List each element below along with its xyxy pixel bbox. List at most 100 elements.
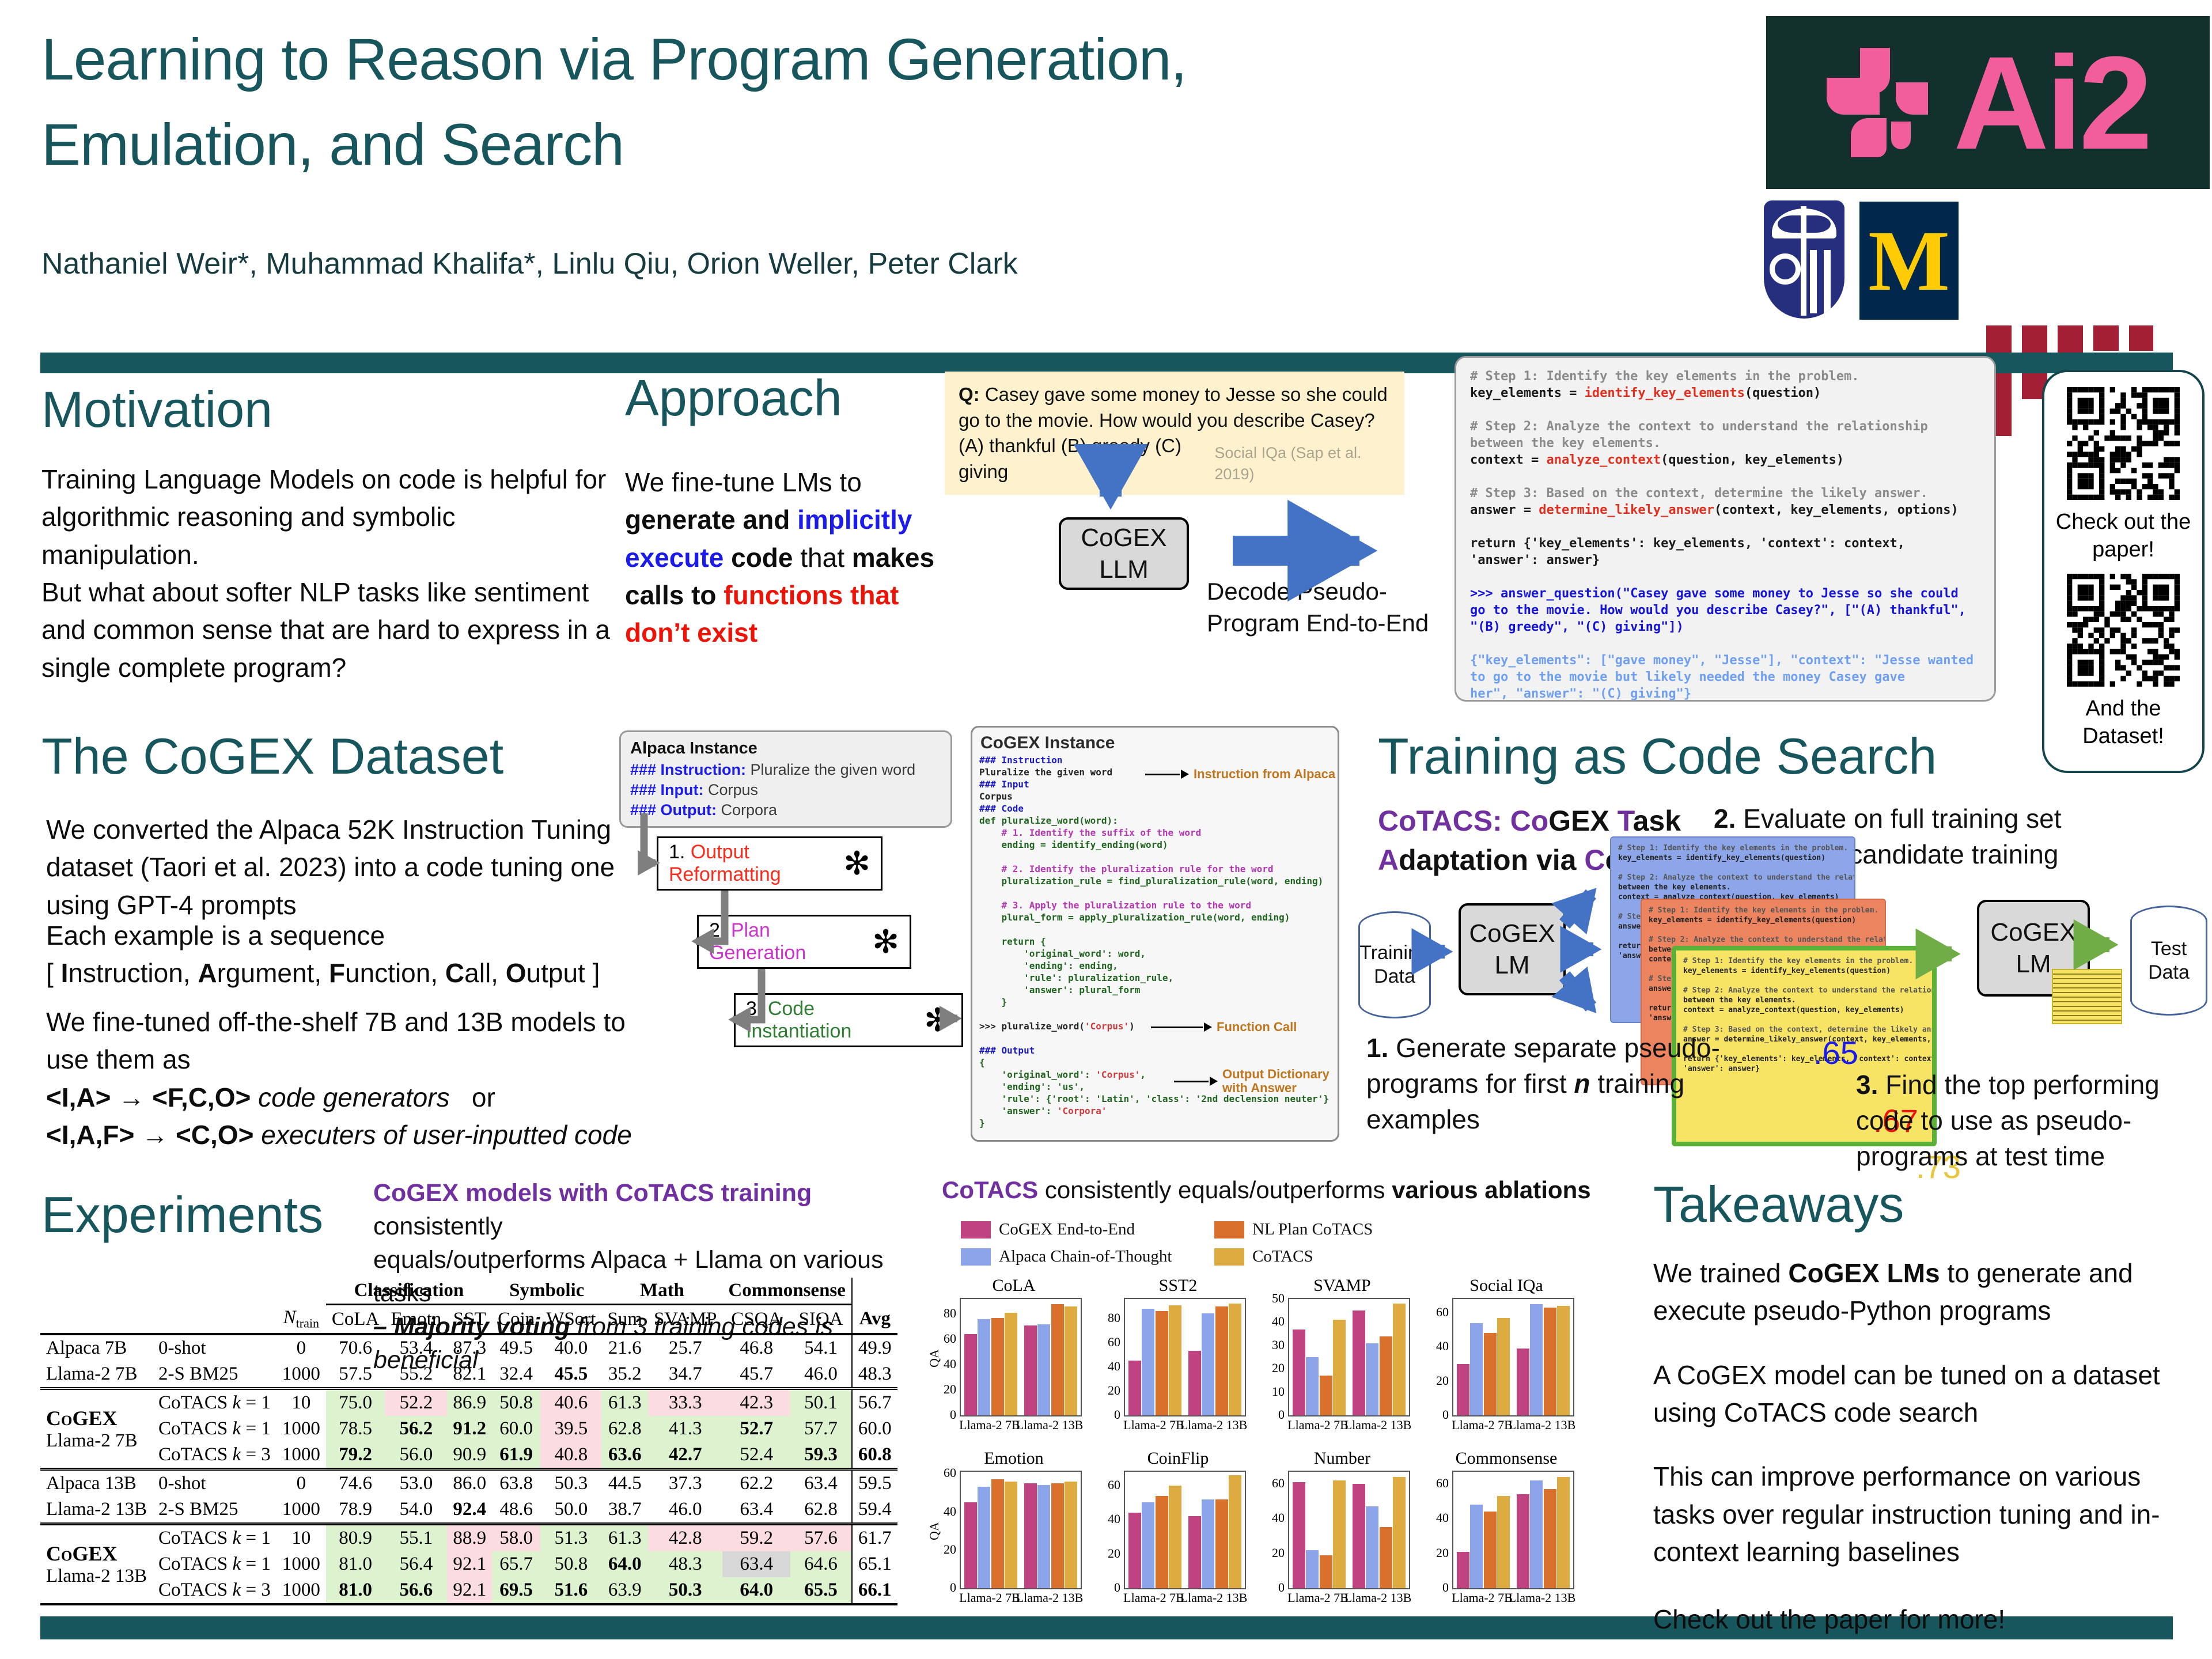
table-value-cell: 81.0	[325, 1551, 385, 1578]
code-line: return {'key_elements': key_elements, 'c…	[1470, 535, 1980, 552]
table-value-cell: 46.0	[668, 1499, 702, 1520]
code-segment: ### Input	[979, 779, 1029, 790]
table-value-cell: 56.0	[385, 1442, 448, 1469]
table-ntrain-cell: 1000	[282, 1418, 320, 1440]
text-segment: O	[505, 958, 527, 988]
bar-Llama-2-13B-3	[1393, 1304, 1406, 1415]
text-segment: 3.	[1856, 1070, 1886, 1100]
chart-ytick: 80	[944, 1306, 956, 1321]
pipeline-step-name: Code Instantiation	[746, 998, 852, 1042]
chart-sst2: SST2 0 20 40 60 80 Llama-2 7B Llama-2 13B	[1092, 1276, 1248, 1444]
text-segment: ask	[1633, 805, 1681, 837]
table-value-cell: 39.5	[540, 1416, 602, 1442]
bar-Llama-2-7B-3	[1169, 1486, 1182, 1588]
model-name: CoGEX	[46, 1407, 118, 1430]
motivation-heading: Motivation	[41, 381, 273, 438]
chart-ytick: 80	[1108, 1310, 1120, 1325]
takeaways-p3: This can improve performance on various …	[1653, 1458, 2195, 1571]
text-segment: CoGEX LMs	[1788, 1258, 1940, 1288]
chart-xlabel: Llama-2 7B	[959, 1418, 1020, 1432]
code-segment: 'answer': answer}	[1470, 553, 1600, 567]
code-line: to go to the movie but likely needed the…	[1470, 669, 1980, 685]
model-sub: Llama-2 13B	[46, 1566, 147, 1587]
table-value-cell: 33.3	[647, 1388, 723, 1416]
table-col-header: Coin	[492, 1304, 541, 1335]
code-segment: to go to the movie but likely needed the…	[1470, 670, 1905, 684]
code-segment: ### Output	[979, 1045, 1035, 1056]
text-segment: T	[1617, 805, 1633, 837]
code-segment: (question)	[1744, 386, 1821, 400]
bar-Llama-2-13B-0	[1188, 1516, 1201, 1588]
pipeline-step-name: Output Reformatting	[669, 841, 781, 885]
code-segment: go to the movie. How would you describe …	[1470, 603, 1966, 618]
poster-title-line1: Learning to Reason via Program Generatio…	[41, 26, 1187, 92]
table-value-cell: 64.0	[722, 1577, 791, 1605]
code-line	[1470, 518, 1980, 535]
table-value-cell: 88.9	[447, 1524, 493, 1552]
dataset-seq-intro: Each example is a sequence	[46, 921, 385, 950]
dataset-seq-line: [ Instruction, Argument, Function, Call,…	[46, 955, 622, 992]
approach-body: We fine-tune LMs to generate and implici…	[625, 464, 948, 652]
question-source: Social IQa (Sap et al. 2019)	[1214, 444, 1362, 483]
chart-xlabel: Llama-2 7B	[1452, 1418, 1513, 1432]
table-value-cell: 92.1	[447, 1551, 493, 1578]
takeaways-heading: Takeaways	[1653, 1176, 1904, 1233]
table-value-cell: 57.7	[790, 1416, 852, 1442]
table-avg-cell: 60.8	[851, 1442, 897, 1469]
dataset-p1: We converted the Alpaca 52K Instruction …	[46, 815, 615, 920]
bar-Llama-2-7B-3	[1497, 1496, 1510, 1588]
code-segment: return {'key_elements': key_elements, 'c…	[1470, 536, 1905, 551]
michigan-logo: M	[1859, 202, 1959, 320]
bar-Llama-2-13B-2	[1215, 1499, 1228, 1588]
text-segment: CoTACS	[158, 1418, 233, 1440]
legend-swatch	[1214, 1248, 1244, 1266]
table-value-cell: 55.2	[399, 1363, 433, 1385]
chart-xlabel: Llama-2 13B	[1508, 1418, 1576, 1432]
text-segment: executers of user-inputted code	[253, 1119, 632, 1150]
card-code-line	[1618, 863, 1847, 873]
text-segment: code generators	[251, 1082, 450, 1112]
legend-label: NL Plan CoTACS	[1252, 1220, 1373, 1238]
card-code-line: # Step 2: Analyze the context to underst…	[1683, 986, 1937, 995]
bar-Llama-2-7B-3	[1333, 1480, 1346, 1588]
poster-authors: Nathaniel Weir*, Muhammad Khalifa*, Linl…	[41, 247, 1018, 281]
michigan-m: M	[1868, 213, 1950, 309]
table-value-cell: 50.8	[540, 1551, 602, 1578]
cogex-llm-line1: CoGEX	[1081, 524, 1167, 552]
chart-title: CoLA	[992, 1276, 1036, 1295]
card-code-line: # Step 3: Based on the context, determin…	[1683, 1025, 1937, 1034]
table-value-cell: 63.9	[601, 1577, 648, 1605]
pseudo-program-panel: # Step 1: Identify the key elements in t…	[1455, 356, 1996, 702]
code-line: context = analyze_context(question, key_…	[1470, 452, 1980, 468]
table-value-cell: 92.4	[453, 1499, 487, 1520]
table-value-cell: 50.0	[554, 1499, 588, 1520]
table-value-cell: 50.8	[492, 1388, 541, 1416]
table-value-cell: 52.2	[385, 1388, 448, 1416]
code-line	[979, 851, 1331, 863]
bar-Llama-2-7B-2	[1483, 1333, 1497, 1415]
table-model-cell: Llama-2 13B	[46, 1499, 147, 1520]
table-section: CoGEX Llama-2 7B CoTACS k = 1 10 75.0 52.2 86.…	[40, 1388, 897, 1469]
table-row: CoTACS k = 1 1000 78.5 56.2 91.2 60.0 39.5 62.8…	[40, 1416, 897, 1442]
dataset-heading: The CoGEX Dataset	[41, 728, 504, 785]
table-method-cell: CoTACS k = 1	[153, 1416, 276, 1442]
chart-ytick: 50	[1272, 1291, 1285, 1305]
candidate-score: .73	[1916, 1149, 1961, 1185]
code-segment: # Step 3: Based on the context, determin…	[1470, 486, 1928, 501]
table-row: CoGEX Llama-2 7B CoTACS k = 1 10 75.0 52.2 86.…	[40, 1388, 897, 1451]
table-value-cell: 92.1	[447, 1577, 493, 1605]
table-value-cell: 40.6	[540, 1388, 602, 1416]
code-segment: ,	[1140, 1069, 1146, 1080]
table-row: CoTACS k = 1 1000 81.0 56.4 92.1 65.7 50.8 64.0…	[40, 1551, 897, 1578]
chart-xlabel: Llama-2 13B	[1180, 1590, 1248, 1605]
table-avg-cell: 65.1	[851, 1551, 897, 1578]
chart-emotion: Emotion QA 0 20 40 60 Llama-2 7B Llama-2 13B	[927, 1449, 1084, 1617]
bar-Llama-2-7B-2	[1319, 1376, 1332, 1415]
arrow-lm-to-card3	[1551, 966, 1597, 1013]
code-segment: Pluralize the given word	[979, 767, 1113, 778]
charts-header: CoTACS consistently equals/outperforms v…	[942, 1176, 1633, 1204]
table-method-cell: CoTACS k = 3	[153, 1442, 276, 1469]
table-value-cell: 61.3	[601, 1524, 648, 1552]
